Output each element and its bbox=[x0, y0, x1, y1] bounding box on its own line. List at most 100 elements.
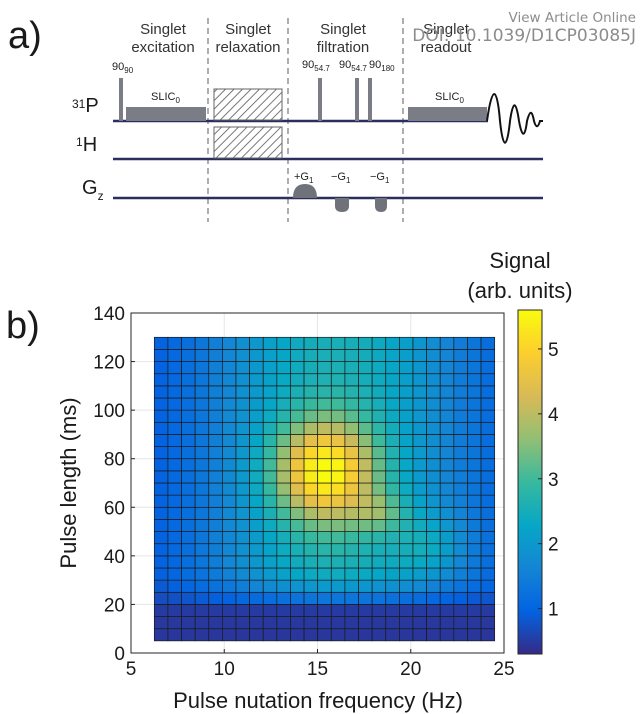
heatmap-cell bbox=[330, 567, 346, 581]
heatmap-cell bbox=[385, 494, 400, 508]
colorbar-title-1: Signal bbox=[489, 248, 550, 273]
pulse-90-54-a bbox=[318, 78, 322, 121]
slic-excitation-block bbox=[126, 107, 206, 121]
heatmap-cell bbox=[222, 373, 237, 387]
heatmap-cell bbox=[194, 385, 210, 399]
heatmap-cell bbox=[371, 591, 387, 605]
heatmap-cell bbox=[330, 397, 346, 411]
block-title-readout-2: readout bbox=[421, 39, 473, 56]
heatmap-cell bbox=[371, 531, 387, 545]
heatmap-cell bbox=[167, 385, 182, 399]
heatmap-cell bbox=[181, 543, 196, 557]
heatmap-cell bbox=[222, 616, 237, 630]
heatmap-cell bbox=[412, 446, 427, 460]
heatmap-cell bbox=[480, 397, 496, 411]
heatmap-cell bbox=[426, 397, 441, 411]
heatmap-cell bbox=[385, 543, 400, 557]
heatmap-cell bbox=[290, 361, 305, 375]
heatmap-cell bbox=[317, 604, 332, 617]
heatmap-cell bbox=[249, 336, 264, 350]
heatmap-cell bbox=[358, 543, 373, 557]
heatmap-cell bbox=[426, 616, 441, 630]
heatmap-cell bbox=[290, 336, 305, 350]
colorbar-tick-label: 2 bbox=[548, 535, 559, 556]
heatmap-cell bbox=[208, 397, 223, 411]
heatmap-cell bbox=[467, 361, 482, 375]
heatmap-cell bbox=[303, 470, 319, 484]
channel-h1-label: 1H bbox=[76, 134, 97, 156]
x-tick-label: 10 bbox=[214, 659, 235, 680]
heatmap-cell bbox=[249, 482, 264, 496]
heatmap-cell bbox=[426, 409, 441, 423]
heatmap-cell bbox=[290, 397, 305, 411]
heatmap-cell bbox=[249, 397, 264, 411]
heatmap-cell bbox=[194, 506, 210, 520]
heatmap-cell bbox=[317, 385, 332, 399]
heatmap-cell bbox=[453, 482, 468, 496]
heatmap-cell bbox=[208, 421, 223, 435]
heatmap-cell bbox=[167, 506, 182, 520]
heatmap-cell bbox=[344, 361, 359, 375]
heatmap-cell bbox=[303, 531, 319, 545]
heatmap-cell bbox=[235, 409, 250, 423]
heatmap-cell bbox=[330, 421, 346, 435]
heatmap-cell bbox=[208, 506, 223, 520]
heatmap-cell bbox=[399, 397, 414, 411]
heatmap-cell bbox=[167, 373, 182, 387]
heatmap-cell bbox=[249, 373, 264, 387]
heatmap-cell bbox=[235, 434, 250, 447]
heatmap-cell bbox=[235, 579, 250, 593]
heatmap-cell bbox=[276, 470, 291, 484]
heatmap-cell bbox=[276, 494, 291, 508]
heatmap-cell bbox=[181, 567, 196, 581]
heatmap-cell bbox=[317, 470, 332, 484]
y-tick-label: 80 bbox=[104, 450, 125, 471]
heatmap-cell bbox=[222, 397, 237, 411]
heatmap-cell bbox=[426, 531, 441, 545]
plot-area bbox=[130, 312, 505, 654]
heatmap-cell bbox=[194, 446, 210, 460]
heatmap-cell bbox=[222, 531, 237, 545]
heatmap-cell bbox=[467, 506, 482, 520]
heatmap-cell bbox=[235, 604, 250, 617]
x-tick-label: 25 bbox=[493, 659, 514, 680]
heatmap-cell bbox=[344, 567, 359, 581]
heatmap-cell bbox=[412, 579, 427, 593]
heatmap-cell bbox=[276, 555, 291, 569]
heatmap-cell bbox=[235, 616, 250, 630]
heatmap-cell bbox=[249, 506, 264, 520]
heatmap-cell bbox=[453, 531, 468, 545]
heatmap-cell bbox=[330, 555, 346, 569]
heatmap-cell bbox=[399, 519, 414, 532]
heatmap-cell bbox=[317, 349, 332, 362]
heatmap-cell bbox=[303, 579, 319, 593]
heatmap-cell bbox=[439, 458, 455, 472]
heatmap-cell bbox=[181, 470, 196, 484]
heatmap-cell bbox=[412, 531, 427, 545]
heatmap-cell bbox=[385, 616, 400, 630]
heatmap-cell bbox=[208, 531, 223, 545]
heatmap-cell bbox=[426, 349, 441, 362]
heatmap-cell bbox=[249, 543, 264, 557]
heatmap-cell bbox=[412, 567, 427, 581]
heatmap-cell bbox=[467, 385, 482, 399]
block-title-filtration-1: Singlet bbox=[320, 21, 367, 38]
heatmap-cell bbox=[317, 421, 332, 435]
heatmap-cell bbox=[153, 628, 169, 642]
heatmap-cell bbox=[249, 421, 264, 435]
heatmap-cell bbox=[153, 543, 169, 557]
heatmap-cell bbox=[194, 628, 210, 642]
heatmap-cell bbox=[453, 506, 468, 520]
heatmap-cell bbox=[371, 409, 387, 423]
heatmap-cell bbox=[399, 628, 414, 642]
heatmap-cell bbox=[426, 494, 441, 508]
heatmap-cell bbox=[439, 604, 455, 617]
heatmap-cell bbox=[344, 531, 359, 545]
heatmap-cell bbox=[344, 409, 359, 423]
heatmap-cell bbox=[290, 519, 305, 532]
heatmap-cell bbox=[344, 336, 359, 350]
heatmap-cell bbox=[358, 336, 373, 350]
heatmap-cell bbox=[385, 409, 400, 423]
heatmap-cell bbox=[467, 336, 482, 350]
heatmap-cell bbox=[194, 470, 210, 484]
